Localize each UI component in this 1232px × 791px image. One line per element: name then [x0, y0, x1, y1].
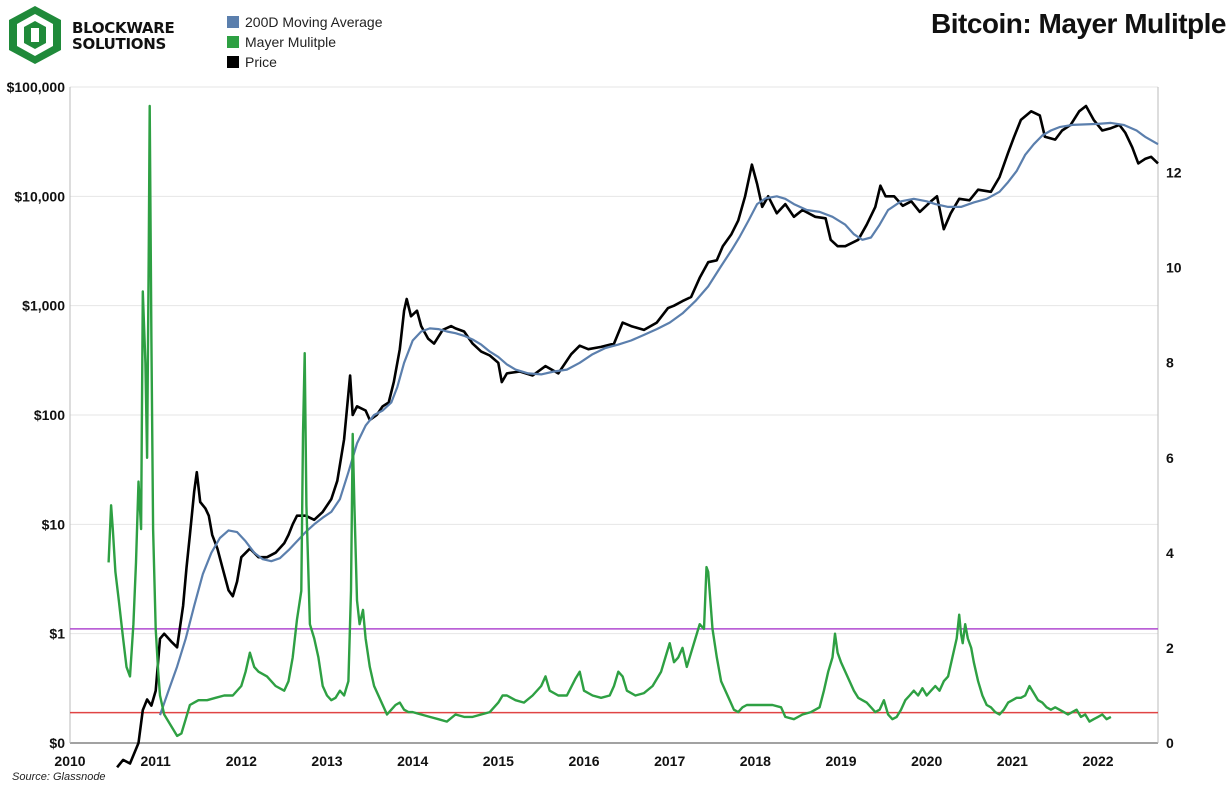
y-right-tick-label: 12 [1166, 165, 1182, 181]
x-tick-label: 2013 [311, 753, 342, 769]
x-tick-label: 2022 [1082, 753, 1113, 769]
reference-lines [70, 628, 1158, 714]
legend-label: 200D Moving Average [245, 14, 383, 30]
x-tick-label: 2012 [226, 753, 257, 769]
x-tick-label: 2020 [911, 753, 942, 769]
x-tick-label: 2019 [825, 753, 856, 769]
x-tick-label: 2011 [140, 753, 171, 769]
blockware-logo: BLOCKWARE SOLUTIONS [6, 4, 175, 66]
y-right-tick-label: 6 [1166, 450, 1174, 466]
source-note: Source: Glassnode [12, 771, 106, 783]
legend-swatch [227, 16, 239, 28]
blockware-logo-icon [9, 6, 61, 64]
legend-item-price: Price [227, 52, 383, 72]
series-lines [107, 104, 1159, 769]
legend-item-moving-average: 200D Moving Average [227, 12, 383, 32]
brand-line-1: BLOCKWARE [72, 19, 175, 37]
y-left-tick-label: $10 [42, 516, 66, 532]
legend: 200D Moving Average Mayer Mulitple Price [227, 12, 383, 72]
y-left-tick-label: $1 [49, 626, 65, 642]
tick-labels: $0 $1 $10 $100 $1,000 $10,000 $100,000 0 2 4 6 8 10 1… [7, 79, 1182, 769]
y-left-tick-label: $0 [49, 735, 65, 751]
series-price [116, 104, 1159, 769]
x-tick-label: 2017 [654, 753, 685, 769]
y-right-tick-label: 2 [1166, 640, 1174, 656]
x-tick-label: 2014 [397, 753, 428, 769]
x-tick-label: 2016 [568, 753, 599, 769]
y-right-tick-label: 4 [1166, 545, 1174, 561]
legend-swatch [227, 56, 239, 68]
brand-line-2: SOLUTIONS [72, 35, 166, 53]
y-right-tick-label: 0 [1166, 735, 1174, 751]
legend-label: Price [245, 54, 277, 70]
y-left-tick-label: $100,000 [7, 79, 66, 95]
legend-swatch [227, 36, 239, 48]
y-left-tick-label: $1,000 [22, 298, 65, 314]
axes [69, 87, 1159, 744]
chart-title: Bitcoin: Mayer Mulitple [931, 8, 1226, 39]
y-right-tick-label: 10 [1166, 260, 1182, 276]
y-left-tick-label: $100 [34, 407, 65, 423]
x-tick-label: 2018 [740, 753, 771, 769]
x-tick-label: 2015 [483, 753, 514, 769]
legend-item-mayer-multiple: Mayer Mulitple [227, 32, 383, 52]
x-tick-label: 2021 [997, 753, 1028, 769]
gridlines [70, 86, 1158, 744]
y-left-tick-label: $10,000 [14, 188, 65, 204]
series-mayer-mulitple [107, 104, 1112, 738]
legend-label: Mayer Mulitple [245, 34, 337, 50]
y-right-tick-label: 8 [1166, 355, 1174, 371]
x-tick-label: 2010 [54, 753, 85, 769]
